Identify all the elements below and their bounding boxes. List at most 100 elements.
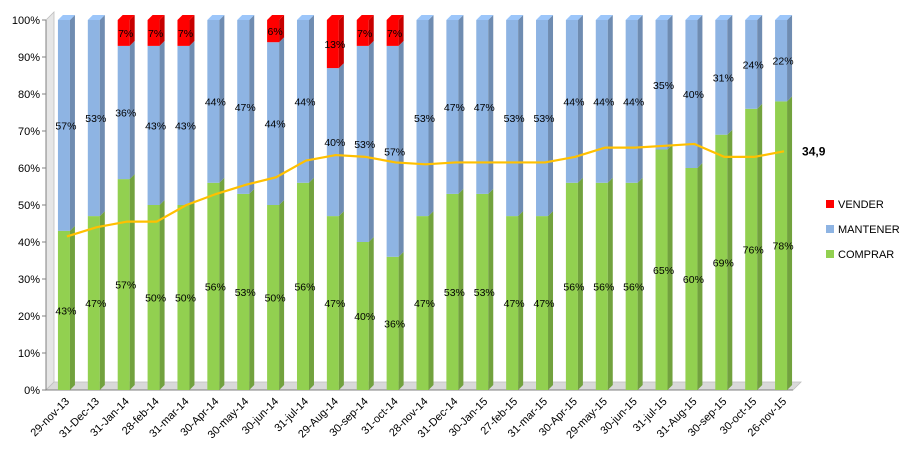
bar-vender [147,20,160,46]
bar-comprar [117,179,130,390]
data-label-mantener: 44% [265,119,286,131]
bar-side-comprar [219,177,225,390]
bar-mantener [625,20,638,183]
bar-mantener [745,20,758,109]
bar-comprar [207,182,220,390]
legend: VENDER MANTENER COMPRAR [826,199,900,261]
data-label-comprar: 50% [265,293,286,305]
data-label-mantener: 44% [205,96,226,108]
bar-side-mantener [667,15,673,150]
bar-side-comprar [458,188,464,390]
bar-vender [326,20,339,69]
bar-comprar [506,216,519,390]
bar-comprar [57,230,70,390]
y-tick-label: 40% [18,237,40,249]
bar-top-mantener [655,15,673,20]
bar-side-comprar [249,188,255,390]
bar-side-comprar [667,144,673,390]
data-label-mantener: 53% [414,113,435,125]
bar-mantener [356,45,369,243]
bar-mantener [506,20,519,217]
data-label-comprar: 47% [414,298,435,310]
bar-comprar [775,101,788,391]
bar-comprar [177,205,190,390]
bar-vender [177,20,190,46]
data-label-mantener: 57% [55,120,76,132]
bar-side-comprar [757,103,763,391]
bar-side-mantener [129,40,135,180]
bar-side-comprar [607,177,613,390]
bar-mantener [416,20,429,217]
data-label-vender: 7% [387,28,402,40]
bar-comprar [446,193,459,390]
bar-mantener [446,20,459,194]
trend-end-label: 34,9 [802,144,826,158]
data-label-comprar: 53% [474,287,495,299]
bar-top-vender [326,15,344,20]
bar-side-mantener [308,15,314,183]
data-label-comprar: 76% [743,244,764,256]
bar-side-vender [338,15,344,69]
bar-mantener [775,20,788,102]
bar-side-comprar [159,200,165,390]
data-label-comprar: 57% [115,280,136,292]
bar-comprar [565,182,578,390]
data-label-comprar: 47% [534,298,555,310]
y-tick-label: 80% [18,89,40,101]
bar-side-mantener [249,15,255,194]
data-label-mantener: 53% [354,139,375,151]
bar-mantener [715,20,728,135]
side-wall [45,11,55,391]
bar-top-mantener [296,15,314,20]
bar-mantener [595,20,608,183]
bar-mantener [117,45,130,180]
data-label-mantener: 53% [85,113,106,125]
bar-mantener [207,20,220,183]
bar-comprar [296,182,309,390]
bar-side-vender [368,15,374,46]
bar-mantener [296,20,309,183]
bar-side-mantener [279,37,285,206]
data-label-mantener: 47% [474,102,495,114]
bar-side-mantener [757,15,763,109]
bar-side-mantener [488,15,494,194]
bar-side-mantener [637,15,643,183]
bar-side-mantener [548,15,554,217]
data-label-vender: 7% [178,28,193,40]
data-label-vender: 7% [118,28,133,40]
bar-top-mantener [416,15,434,20]
bar-comprar [715,134,728,390]
y-tick-label: 50% [18,200,40,212]
bar-top-vender [147,15,165,20]
bar-vender [356,20,369,46]
y-tick-label: 0% [24,385,40,397]
bar-comprar [267,205,280,390]
bar-top-vender [356,15,374,20]
bar-side-comprar [368,237,374,390]
bar-side-comprar [697,163,703,390]
bar-comprar [685,168,698,390]
bar-side-comprar [548,211,554,390]
bar-side-mantener [727,15,733,135]
bar-side-vender [129,15,135,46]
legend-label-comprar: COMPRAR [838,249,894,261]
bar-side-mantener [787,15,793,102]
data-label-mantener: 53% [504,113,525,125]
y-tick-label: 70% [18,126,40,138]
data-label-vender: 7% [357,28,372,40]
bar-comprar [237,193,250,390]
bar-comprar [655,149,668,390]
bar-mantener [326,68,339,217]
bar-side-comprar [488,188,494,390]
bar-top-mantener [565,15,583,20]
bar-side-vender [279,15,285,43]
bar-top-vender [117,15,135,20]
bar-mantener [685,20,698,168]
data-label-comprar: 56% [593,281,614,293]
bar-top-mantener [476,15,494,20]
y-tick-label: 30% [18,274,40,286]
bar-top-vender [386,15,404,20]
data-label-mantener: 47% [235,102,256,114]
data-label-mantener: 40% [324,137,345,149]
bar-top-vender [177,15,195,20]
